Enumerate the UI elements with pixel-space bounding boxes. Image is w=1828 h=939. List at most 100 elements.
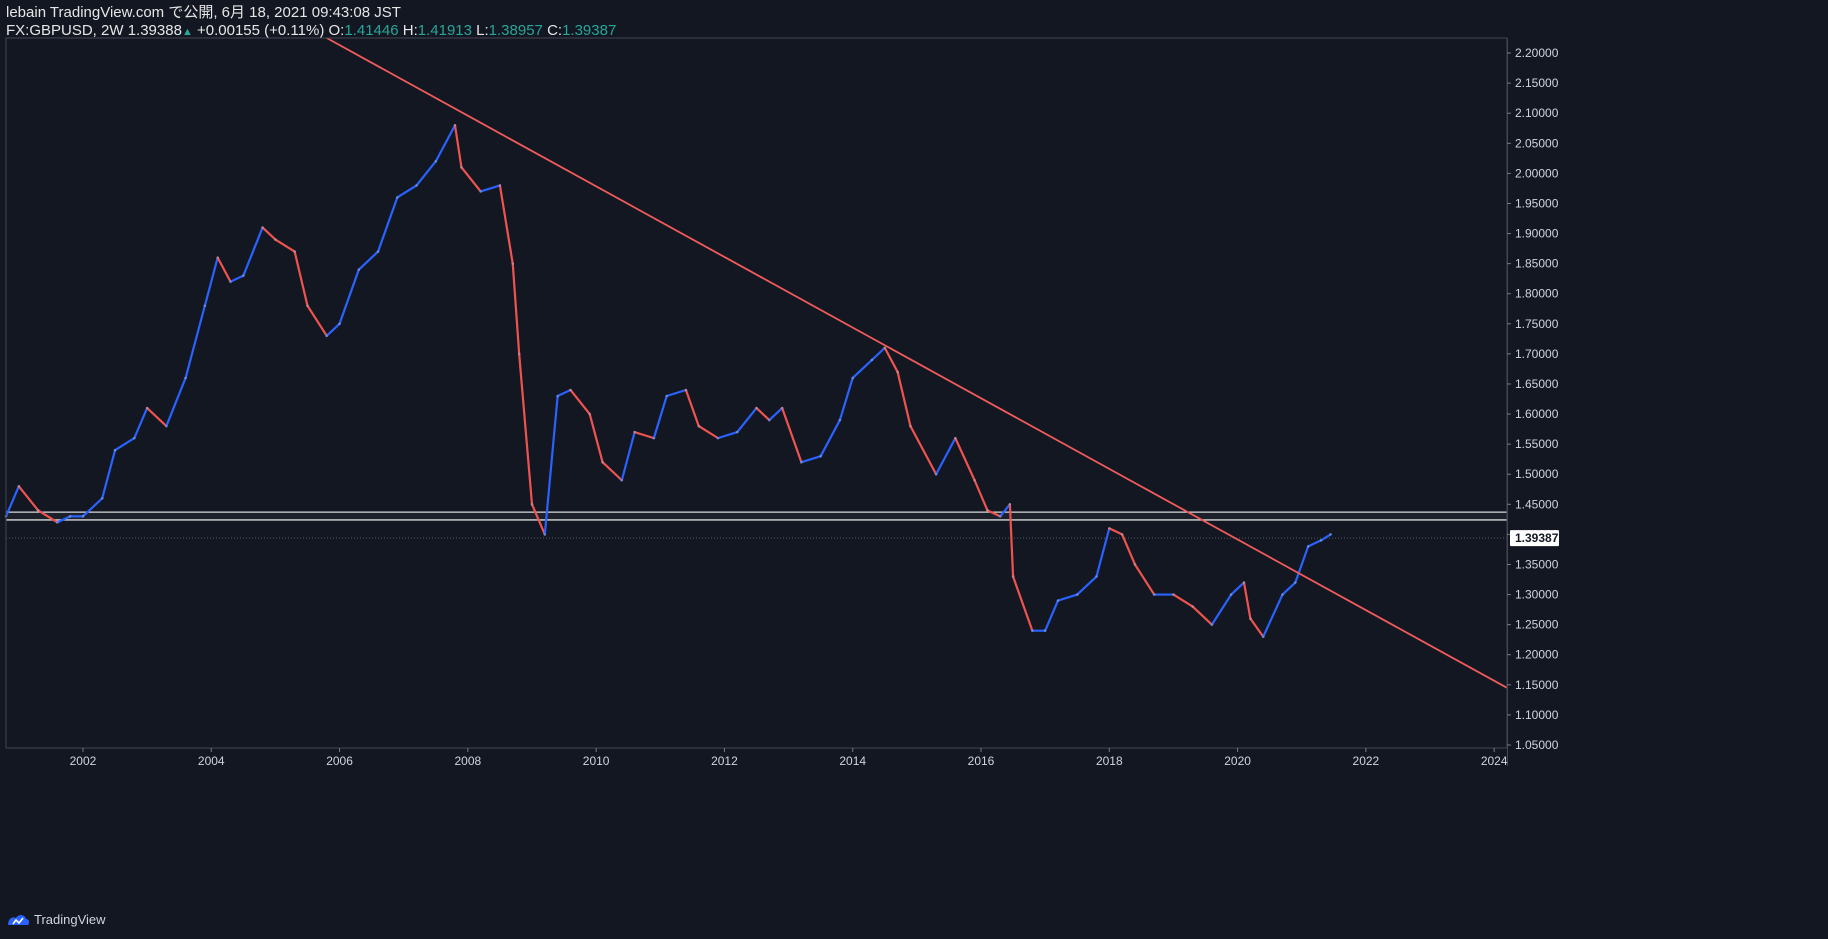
price-segment-down (588, 412, 604, 464)
price-point (620, 478, 624, 482)
price-segment-up (935, 437, 957, 476)
price-point (1008, 503, 1012, 506)
trendline-layer[interactable] (326, 37, 1508, 689)
price-segment-up (543, 394, 559, 536)
price-segment-down (1172, 593, 1194, 608)
chart-header: lebain TradingView.com で公開, 6月 18, 2021 … (6, 4, 616, 41)
price-point (1011, 575, 1015, 578)
y-tick-label: 1.20000 (1515, 648, 1559, 662)
price-segment-down (1108, 527, 1124, 536)
price-point (1210, 623, 1214, 626)
price-segment-down (17, 485, 40, 512)
horizontal-zone[interactable] (6, 511, 1507, 539)
ohlc-legend: FX:GBPUSD, 2W 1.39388▲ +0.00155 (+0.11%)… (6, 22, 616, 41)
y-tick-label: 1.60000 (1515, 407, 1559, 421)
price-segment-up (357, 250, 380, 271)
price-segment-down (453, 124, 463, 169)
y-tick-label: 1.10000 (1515, 708, 1559, 722)
price-segment-up (556, 388, 572, 398)
y-tick-label: 1.05000 (1515, 738, 1559, 752)
price-segment-up (229, 274, 245, 283)
price-segment-down (883, 346, 899, 374)
tradingview-logo[interactable]: TradingView (6, 912, 106, 927)
price-point (735, 430, 739, 434)
price-point (909, 424, 912, 428)
price-point (1242, 581, 1246, 584)
price-point (1319, 539, 1323, 542)
price-point (755, 406, 758, 410)
price-point (132, 436, 136, 440)
tradingview-logo-icon (8, 914, 30, 925)
price-segment-down (684, 388, 700, 428)
price-point (100, 496, 104, 500)
price-point (998, 515, 1002, 518)
price-point (1043, 629, 1047, 632)
price-segment-up (396, 184, 418, 199)
price-segment-up (325, 322, 341, 337)
high-value: 1.41913 (417, 22, 472, 39)
price-segment-up (242, 226, 264, 277)
y-tick-label: 2.00000 (1515, 166, 1559, 180)
price-point (357, 268, 361, 271)
price-point (1172, 593, 1175, 596)
price-point (434, 160, 438, 163)
y-tick-label: 2.10000 (1515, 106, 1559, 120)
price-segment-down (896, 370, 912, 428)
price-segment-up (800, 455, 822, 464)
price-point (530, 503, 534, 506)
price-point (556, 394, 559, 398)
price-segment-up (338, 268, 360, 325)
price-point (1249, 617, 1252, 620)
up-arrow-icon: ▲ (181, 26, 193, 38)
price-series (4, 123, 1332, 638)
price-segment-down (306, 304, 328, 337)
price-point (601, 460, 604, 464)
price-segment-up (1281, 581, 1297, 596)
price-segment-down (518, 352, 534, 506)
price-point (697, 424, 701, 428)
price-point (460, 166, 463, 169)
price-point (479, 190, 482, 193)
descending-trendline[interactable] (326, 37, 1508, 689)
price-axis[interactable]: 2.20000 2.15000 2.10000 2.05000 2.00000 1.950… (1507, 46, 1559, 752)
price-segment-up (434, 124, 457, 163)
price-segment-up (716, 431, 739, 440)
price-segment-up (1294, 545, 1310, 584)
zone-fill (6, 512, 1507, 520)
x-tick-label: 2016 (968, 754, 995, 768)
x-tick-label: 2020 (1224, 754, 1251, 768)
x-tick-label: 2014 (839, 754, 866, 768)
price-segment-up (415, 160, 437, 187)
price-point (1229, 593, 1233, 596)
price-segment-up (184, 304, 206, 380)
price-segment-down (274, 238, 296, 253)
brand-label: TradingView (34, 912, 106, 927)
price-point (216, 256, 219, 259)
price-segment-down (146, 406, 168, 428)
price-segment-up (133, 406, 149, 440)
price-point (652, 436, 656, 440)
y-tick-label: 1.70000 (1515, 347, 1559, 361)
price-point (838, 418, 842, 422)
time-axis[interactable]: 2002 2004 2006 2008 2010 2012 2014 2016 2018 2020… (70, 748, 1508, 768)
price-point (1107, 527, 1111, 530)
price-segment-up (4, 485, 20, 518)
price-point (1306, 545, 1310, 548)
y-tick-label: 1.30000 (1515, 588, 1559, 602)
last-price: 1.39388 (127, 22, 182, 39)
price-point (954, 436, 957, 440)
price-point (113, 448, 117, 452)
price-point (1133, 563, 1137, 566)
price-segment-down (216, 256, 232, 283)
price-point (1294, 581, 1297, 584)
price-segment-up (1076, 575, 1098, 596)
x-tick-label: 2022 (1353, 754, 1380, 768)
price-segment-up (999, 503, 1011, 518)
x-tick-label: 2024 (1481, 754, 1508, 768)
price-point (1152, 593, 1156, 596)
price-segment-up (56, 515, 72, 524)
price-point (543, 533, 547, 536)
price-segment-down (755, 406, 771, 422)
price-point (376, 250, 380, 253)
